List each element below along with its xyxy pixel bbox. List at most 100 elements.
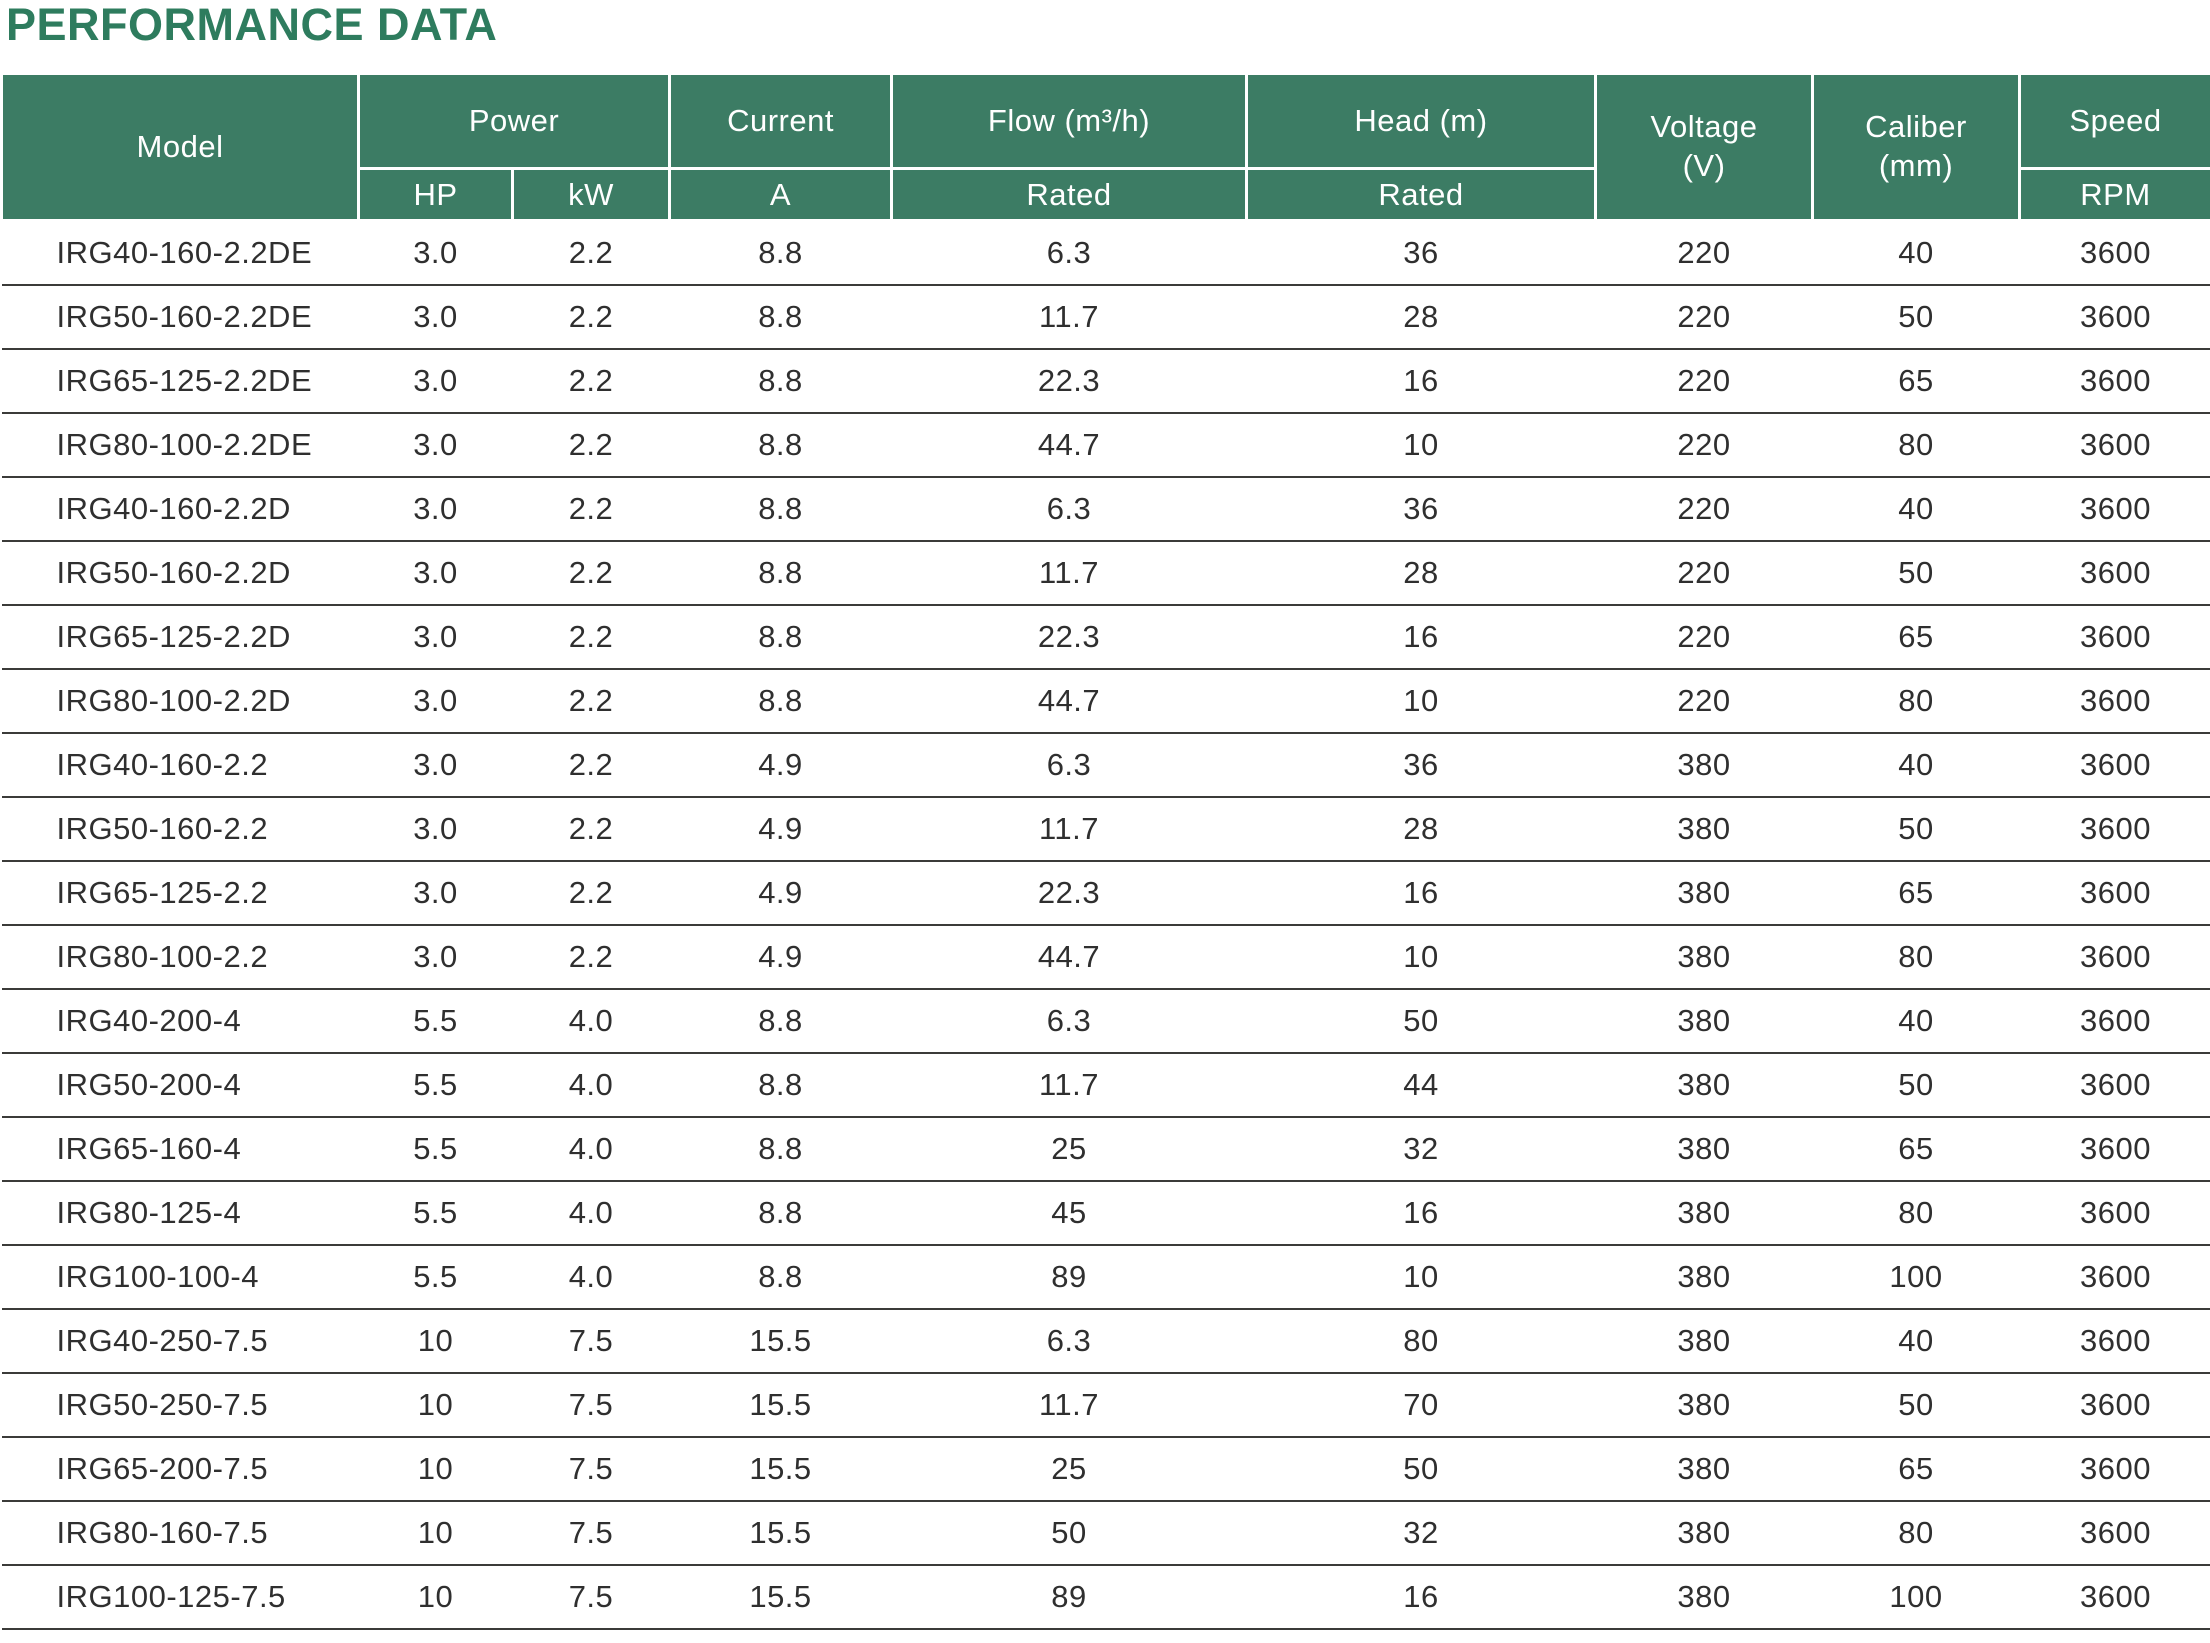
power-hp-cell: 5.5	[358, 1117, 513, 1182]
power-kw-cell: 2.2	[512, 669, 670, 734]
power-hp-cell: 3.0	[358, 925, 513, 990]
caliber-cell: 50	[1812, 285, 2020, 350]
current-cell: 4.9	[669, 925, 892, 990]
current-cell: 8.8	[669, 541, 892, 606]
caliber-cell: 65	[1812, 1437, 2020, 1502]
caliber-cell: 100	[1812, 1245, 2020, 1310]
flow-cell: 6.3	[891, 220, 1247, 286]
caliber-cell: 40	[1812, 1309, 2020, 1374]
flow-cell: 89	[891, 1245, 1247, 1310]
flow-cell: 25	[891, 1437, 1247, 1502]
current-cell: 4.9	[669, 797, 892, 862]
table-row: IRG65-125-2.2 3.0 2.2 4.9 22.3 16 380 65…	[1, 861, 2210, 926]
flow-cell: 89	[891, 1565, 1247, 1630]
table-row: IRG40-160-2.2D 3.0 2.2 8.8 6.3 36 220 40…	[1, 477, 2210, 542]
model-cell: IRG50-200-4	[1, 1053, 359, 1118]
flow-cell: 11.7	[891, 797, 1247, 862]
model-cell: IRG65-200-7.5	[1, 1437, 359, 1502]
col-subheader-head-rated: Rated	[1245, 167, 1597, 222]
power-hp-cell: 10	[358, 1501, 513, 1566]
power-hp-cell: 5.5	[358, 1181, 513, 1246]
head-cell: 80	[1246, 1309, 1596, 1374]
speed-cell: 3600	[2019, 861, 2210, 926]
flow-cell: 6.3	[891, 477, 1247, 542]
voltage-cell: 220	[1595, 285, 1813, 350]
model-cell: IRG50-160-2.2D	[1, 541, 359, 606]
power-kw-cell: 7.5	[512, 1501, 670, 1566]
voltage-cell: 380	[1595, 861, 1813, 926]
voltage-cell: 380	[1595, 989, 1813, 1054]
power-kw-cell: 2.2	[512, 413, 670, 478]
voltage-cell: 380	[1595, 925, 1813, 990]
model-cell: IRG50-160-2.2	[1, 797, 359, 862]
head-cell: 10	[1246, 925, 1596, 990]
caliber-cell: 50	[1812, 541, 2020, 606]
speed-cell: 3600	[2019, 733, 2210, 798]
speed-cell: 3600	[2019, 413, 2210, 478]
head-cell: 10	[1246, 1245, 1596, 1310]
caliber-cell: 40	[1812, 733, 2020, 798]
current-cell: 4.9	[669, 733, 892, 798]
power-hp-cell: 3.0	[358, 669, 513, 734]
voltage-cell: 220	[1595, 477, 1813, 542]
flow-cell: 6.3	[891, 1309, 1247, 1374]
power-kw-cell: 2.2	[512, 220, 670, 286]
speed-cell: 3600	[2019, 797, 2210, 862]
caliber-cell: 50	[1812, 1373, 2020, 1438]
voltage-cell: 380	[1595, 1181, 1813, 1246]
flow-cell: 11.7	[891, 1373, 1247, 1438]
caliber-cell: 80	[1812, 1181, 2020, 1246]
model-cell: IRG80-100-2.2DE	[1, 413, 359, 478]
head-cell: 50	[1246, 1437, 1596, 1502]
table-row: IRG65-200-7.5 10 7.5 15.5 25 50 380 65 3…	[1, 1437, 2210, 1502]
power-hp-cell: 3.0	[358, 285, 513, 350]
power-kw-cell: 4.0	[512, 989, 670, 1054]
voltage-cell: 380	[1595, 1501, 1813, 1566]
model-cell: IRG65-125-2.2DE	[1, 349, 359, 414]
power-kw-cell: 4.0	[512, 1245, 670, 1310]
power-hp-cell: 5.5	[358, 1053, 513, 1118]
power-kw-cell: 2.2	[512, 349, 670, 414]
voltage-cell: 380	[1595, 1437, 1813, 1502]
caliber-cell: 80	[1812, 413, 2020, 478]
power-kw-cell: 2.2	[512, 285, 670, 350]
table-row: IRG100-125-7.5 10 7.5 15.5 89 16 380 100…	[1, 1565, 2210, 1630]
current-cell: 8.8	[669, 1245, 892, 1310]
voltage-cell: 220	[1595, 220, 1813, 286]
table-row: IRG80-100-2.2D 3.0 2.2 8.8 44.7 10 220 8…	[1, 669, 2210, 734]
head-cell: 10	[1246, 669, 1596, 734]
col-subheader-current-a: A	[668, 167, 893, 222]
power-kw-cell: 7.5	[512, 1565, 670, 1630]
flow-cell: 6.3	[891, 733, 1247, 798]
caliber-cell: 50	[1812, 797, 2020, 862]
current-cell: 8.8	[669, 285, 892, 350]
caliber-cell: 80	[1812, 1501, 2020, 1566]
current-cell: 15.5	[669, 1309, 892, 1374]
col-subheader-hp: HP	[357, 167, 514, 222]
table-row: IRG40-160-2.2DE 3.0 2.2 8.8 6.3 36 220 4…	[1, 220, 2210, 286]
current-cell: 4.9	[669, 861, 892, 926]
table-row: IRG50-160-2.2 3.0 2.2 4.9 11.7 28 380 50…	[1, 797, 2210, 862]
speed-cell: 3600	[2019, 1373, 2210, 1438]
speed-cell: 3600	[2019, 1181, 2210, 1246]
voltage-cell: 380	[1595, 1053, 1813, 1118]
table-header: Model Power Current Flow (m³/h) Head (m)…	[0, 72, 2210, 222]
head-cell: 36	[1246, 733, 1596, 798]
speed-cell: 3600	[2019, 220, 2210, 286]
power-kw-cell: 2.2	[512, 605, 670, 670]
voltage-cell: 220	[1595, 413, 1813, 478]
head-cell: 28	[1246, 541, 1596, 606]
table-row: IRG50-250-7.5 10 7.5 15.5 11.7 70 380 50…	[1, 1373, 2210, 1438]
voltage-cell: 380	[1595, 1309, 1813, 1374]
col-subheader-kw: kW	[511, 167, 671, 222]
model-cell: IRG100-100-4	[1, 1245, 359, 1310]
model-cell: IRG80-160-7.5	[1, 1501, 359, 1566]
speed-cell: 3600	[2019, 1053, 2210, 1118]
head-cell: 36	[1246, 220, 1596, 286]
voltage-cell: 220	[1595, 541, 1813, 606]
model-cell: IRG100-125-7.5	[1, 1565, 359, 1630]
voltage-cell: 220	[1595, 349, 1813, 414]
header-sub-row: HP kW A Rated Rated RPM	[2, 167, 2210, 222]
flow-cell: 44.7	[891, 925, 1247, 990]
